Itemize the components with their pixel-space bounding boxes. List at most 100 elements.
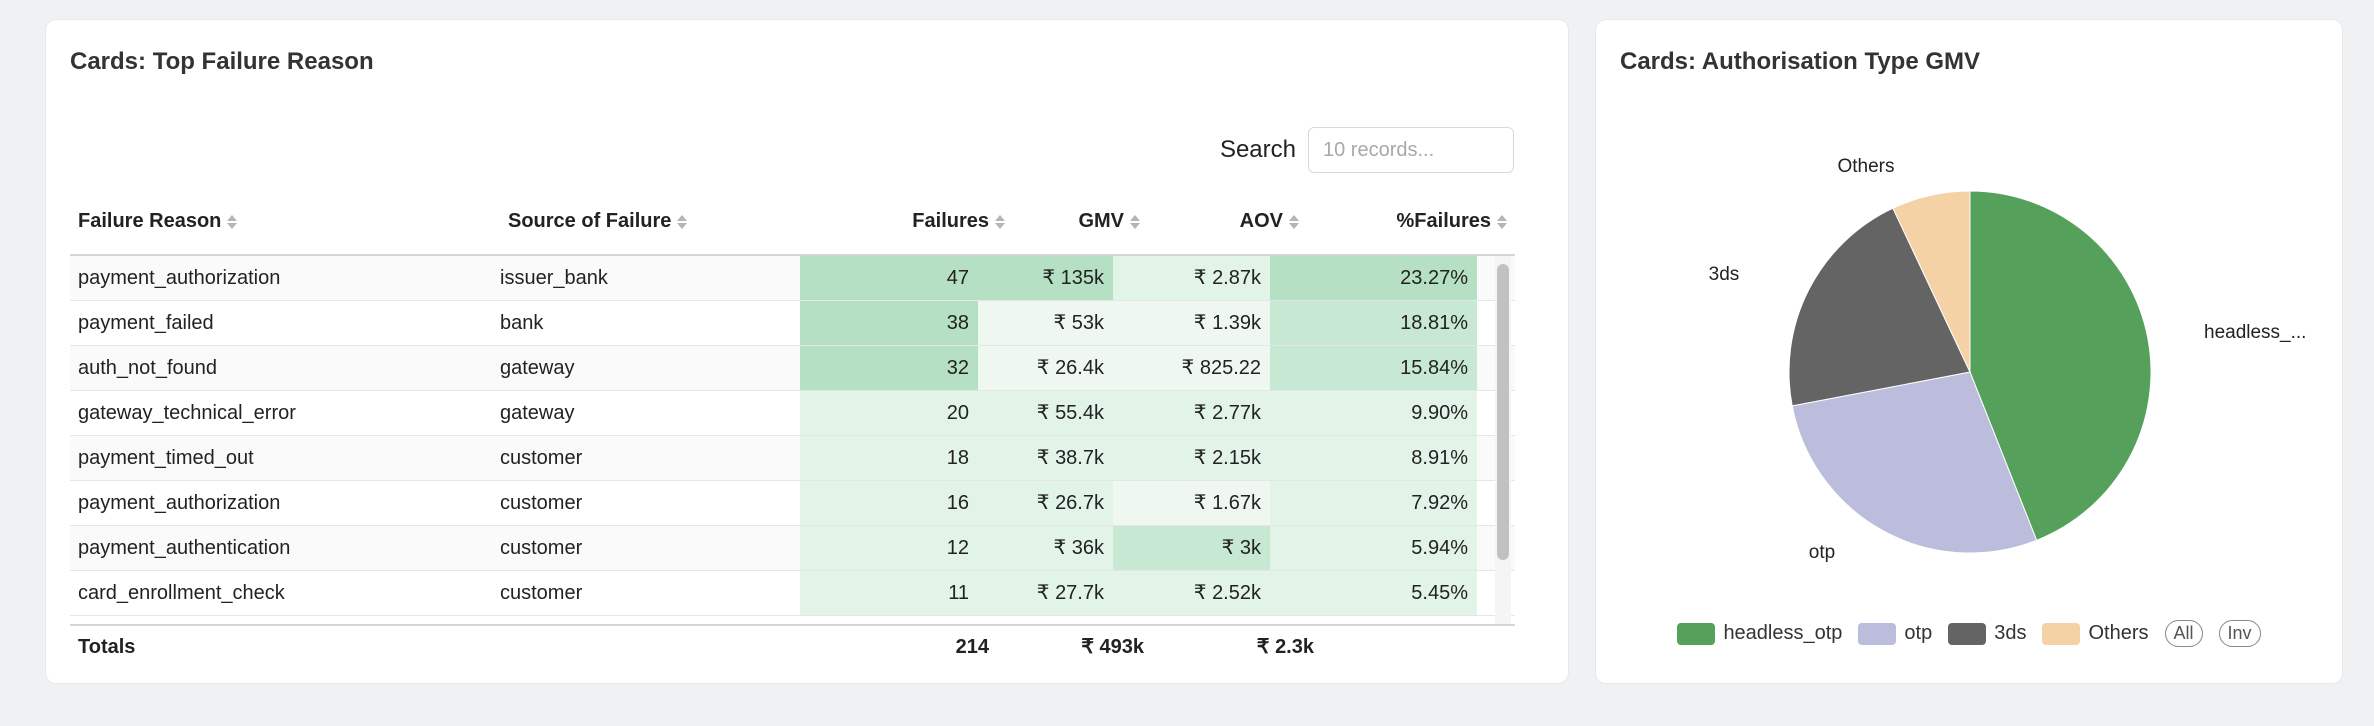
totals-gmv: ₹ 493k <box>1081 636 1144 658</box>
cell-failure-reason: payment_authorization <box>78 492 281 514</box>
card-title: Cards: Authorisation Type GMV <box>1620 48 1981 75</box>
cell-gmv: ₹ 55.4k <box>978 391 1113 435</box>
table-row: card_enrollment_check customer 11 ₹ 27.7k ₹ … <box>70 571 1515 616</box>
legend-swatch <box>2042 622 2081 645</box>
totals-aov: ₹ 2.3k <box>1256 636 1314 658</box>
table-scrollbar[interactable] <box>1495 256 1511 624</box>
cell-gmv: ₹ 26.4k <box>978 346 1113 390</box>
cell-pct-failures: 5.94% <box>1270 526 1477 570</box>
cell-failures: 18 <box>800 436 978 480</box>
legend-item-headless_otp[interactable]: headless_otp <box>1677 622 1842 645</box>
sort-icon <box>227 214 238 229</box>
cell-pct-failures: 18.81% <box>1270 301 1477 345</box>
pie-slice-others[interactable] <box>1892 190 1971 373</box>
cell-failures: 38 <box>800 301 978 345</box>
col-header-label: GMV <box>1078 210 1124 232</box>
col-header-label: Source of Failure <box>508 210 672 232</box>
cell-source: customer <box>500 582 583 604</box>
table-row: payment_authentication customer 12 ₹ 36k ₹ 3… <box>70 526 1515 571</box>
legend-invert-button[interactable]: Inv <box>2218 620 2261 647</box>
pie-slice-otp[interactable] <box>1791 371 2038 554</box>
col-header-failure-reason[interactable]: Failure Reason <box>78 210 238 233</box>
col-header-label: Failure Reason <box>78 210 222 232</box>
cell-aov: ₹ 2.52k <box>1113 571 1270 615</box>
cell-pct-failures: 5.45% <box>1270 571 1477 615</box>
legend-item-others[interactable]: Others <box>2042 622 2149 645</box>
legend-label: otp <box>1904 622 1933 644</box>
cell-aov: ₹ 825.22 <box>1113 346 1270 390</box>
legend-item-3ds[interactable]: 3ds <box>1948 622 2026 645</box>
table-row: auth_not_found gateway 32 ₹ 26.4k ₹ 825.22 15… <box>70 346 1515 391</box>
table-row: gateway_technical_error gateway 20 ₹ 55.4k ₹… <box>70 391 1515 436</box>
cell-aov: ₹ 2.77k <box>1113 391 1270 435</box>
cell-failures: 20 <box>800 391 978 435</box>
cell-gmv: ₹ 26.7k <box>978 481 1113 525</box>
cell-aov: ₹ 2.87k <box>1113 256 1270 300</box>
cell-source: customer <box>500 492 583 514</box>
cell-gmv: ₹ 27.7k <box>978 571 1113 615</box>
cell-failures: 47 <box>800 256 978 300</box>
cell-failures: 32 <box>800 346 978 390</box>
card-title: Cards: Top Failure Reason <box>70 48 374 75</box>
cell-source: bank <box>500 312 544 334</box>
cell-failure-reason: auth_not_found <box>78 357 218 379</box>
legend-item-otp[interactable]: otp <box>1858 622 1932 645</box>
col-header-gmv[interactable]: GMV <box>1078 210 1140 233</box>
cell-failures: 16 <box>800 481 978 525</box>
table-row: payment_authorization issuer_bank 47 ₹ 135k… <box>70 256 1515 301</box>
failure-table: Failure Reason Source of Failure Failure… <box>70 190 1515 670</box>
legend-label: 3ds <box>1994 622 2027 644</box>
table-row: payment_failed bank 38 ₹ 53k ₹ 1.39k 18.81% <box>70 301 1515 346</box>
pie-label-others: Others <box>1837 156 1894 177</box>
table-header: Failure Reason Source of Failure Failure… <box>70 190 1515 256</box>
legend-label: headless_otp <box>1723 622 1843 644</box>
chart-legend: headless_otp otp 3ds Others All Inv <box>1596 620 2342 647</box>
legend-swatch <box>1677 622 1716 645</box>
col-header-label: AOV <box>1239 210 1283 232</box>
sort-icon <box>1289 214 1299 229</box>
legend-all-button[interactable]: All <box>2164 620 2203 647</box>
cell-pct-failures: 15.84% <box>1270 346 1477 390</box>
col-header-pct-failures[interactable]: %Failures <box>1397 210 1507 233</box>
cell-source: issuer_bank <box>500 267 608 289</box>
cell-gmv: ₹ 38.7k <box>978 436 1113 480</box>
pie-label-headless_otp: headless_... <box>2204 322 2306 343</box>
scroll-thumb[interactable] <box>1497 264 1509 560</box>
cell-source: customer <box>500 537 583 559</box>
cell-source: customer <box>500 447 583 469</box>
cell-gmv: ₹ 135k <box>978 256 1113 300</box>
cell-aov: ₹ 1.39k <box>1113 301 1270 345</box>
search-label: Search <box>1219 136 1296 163</box>
col-header-aov[interactable]: AOV <box>1240 210 1299 233</box>
col-header-failures[interactable]: Failures <box>912 210 1005 233</box>
table-row: payment_timed_out customer 18 ₹ 38.7k ₹ 2.15… <box>70 436 1515 481</box>
col-header-source[interactable]: Source of Failure <box>508 210 688 233</box>
pie-label-otp: otp <box>1809 542 1835 563</box>
cell-aov: ₹ 3k <box>1113 526 1270 570</box>
col-header-label: %Failures <box>1396 210 1491 232</box>
cell-aov: ₹ 2.15k <box>1113 436 1270 480</box>
totals-row: Totals 214 ₹ 493k ₹ 2.3k <box>70 624 1515 670</box>
search-bar: Search <box>1220 127 1514 173</box>
cell-failure-reason: gateway_technical_error <box>78 402 296 424</box>
pie-slice-headless_otp[interactable] <box>1969 190 2152 541</box>
legend-swatch <box>1948 622 1987 645</box>
cell-gmv: ₹ 53k <box>978 301 1113 345</box>
cell-failures: 12 <box>800 526 978 570</box>
auth-type-gmv-card: Cards: Authorisation Type GMV headless_.… <box>1596 20 2342 683</box>
pie-label-3ds: 3ds <box>1709 264 1740 285</box>
totals-failures: 214 <box>955 636 989 658</box>
cell-failures: 11 <box>800 571 978 615</box>
sort-icon <box>1130 214 1140 229</box>
table-row: payment_authorization customer 16 ₹ 26.7k ₹ … <box>70 481 1515 526</box>
sort-icon <box>995 214 1005 229</box>
pie-slice-3ds[interactable] <box>1788 207 1971 407</box>
cell-source: gateway <box>500 402 575 424</box>
totals-label: Totals <box>78 636 136 658</box>
col-header-label: Failures <box>912 210 989 232</box>
failure-reason-card: Cards: Top Failure Reason Search Failure… <box>46 20 1568 683</box>
table-body: payment_authorization issuer_bank 47 ₹ 135k… <box>70 256 1515 624</box>
search-input[interactable] <box>1308 127 1514 173</box>
cell-gmv: ₹ 36k <box>978 526 1113 570</box>
cell-aov: ₹ 1.67k <box>1113 481 1270 525</box>
